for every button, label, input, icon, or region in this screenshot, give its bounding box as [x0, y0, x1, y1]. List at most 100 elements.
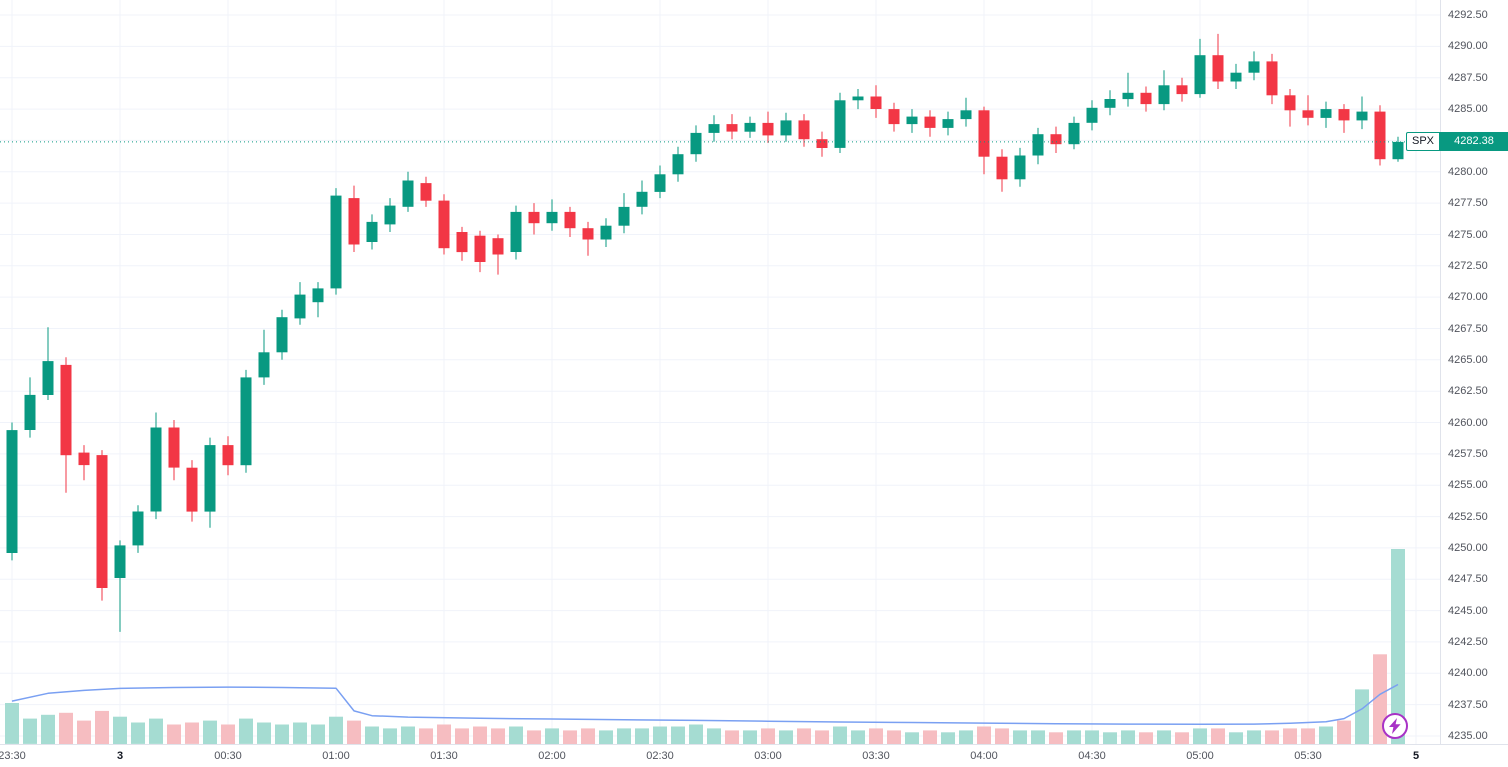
candle-body [1176, 85, 1188, 95]
volume-bar [473, 726, 487, 744]
volume-bar [1067, 730, 1081, 744]
candle-body [330, 195, 342, 289]
time-axis-label: 05:30 [1294, 750, 1322, 762]
candle-body [384, 205, 396, 225]
candle-body [474, 235, 486, 262]
last-price-value: 4282.38 [1440, 132, 1508, 152]
volume-bar [1337, 720, 1351, 744]
volume-bar [905, 732, 919, 744]
volume-bar [707, 728, 721, 744]
volume-bar [689, 724, 703, 744]
candle-body [834, 100, 846, 148]
symbol-label: SPX [1405, 132, 1440, 152]
volume-bar [887, 730, 901, 744]
price-axis-label: 4235.00 [1448, 730, 1488, 742]
candle-body [1104, 99, 1116, 108]
chart-canvas[interactable] [0, 0, 1440, 744]
candle-body [186, 467, 198, 512]
volume-bar [563, 730, 577, 744]
volume-bar [599, 730, 613, 744]
volume-bar [239, 718, 253, 744]
volume-bar [167, 724, 181, 744]
price-axis-label: 4285.00 [1448, 103, 1488, 116]
price-axis-label: 4242.50 [1448, 635, 1488, 648]
volume-bar [185, 722, 199, 744]
volume-bar [1211, 728, 1225, 744]
candle-body [78, 452, 90, 466]
candle-body [1230, 72, 1242, 82]
time-axis[interactable]: 23:30 3 00:30 01:00 01:30 02:00 02:30 03:00 03:3… [0, 744, 1508, 767]
time-axis-label: 01:00 [322, 750, 350, 762]
candle-body [402, 180, 414, 207]
volume-bar [491, 728, 505, 744]
price-axis[interactable]: 4292.504290.004287.504285.004282.504280.… [1440, 0, 1508, 744]
candle-body [978, 110, 990, 157]
volume-bar [923, 730, 937, 744]
volume-bar [581, 728, 595, 744]
volume-bar [527, 730, 541, 744]
time-axis-label: 03:00 [754, 750, 782, 762]
volume-bar [1031, 730, 1045, 744]
volume-bar [833, 726, 847, 744]
volume-bar [1391, 549, 1405, 744]
volume-bar [59, 712, 73, 744]
volume-bar [1013, 730, 1027, 744]
volume-bar [959, 730, 973, 744]
candle-body [546, 211, 558, 224]
volume-bar [635, 728, 649, 744]
volume-bar [977, 726, 991, 744]
time-axis-label: 02:30 [646, 750, 674, 762]
candle-body [1032, 134, 1044, 156]
candle-body [852, 96, 864, 101]
candle-body [1266, 61, 1278, 96]
volume-bar [437, 724, 451, 744]
candle-body [1122, 92, 1134, 100]
candle-body [438, 200, 450, 249]
volume-bar [293, 722, 307, 744]
price-axis-label: 4290.00 [1448, 40, 1488, 53]
candle-body [636, 191, 648, 207]
volume-bar [23, 718, 37, 744]
candle-body [1320, 109, 1332, 118]
volume-bar [311, 724, 325, 744]
volume-bar [995, 728, 1009, 744]
candle-body [1302, 110, 1314, 118]
candlestick-chart[interactable] [0, 0, 1440, 744]
candle-body [312, 288, 324, 303]
volume-bar [1049, 732, 1063, 744]
candle-body [960, 110, 972, 120]
candle-body [24, 394, 36, 430]
volume-bar [365, 726, 379, 744]
volume-bar [455, 728, 469, 744]
candle-body [528, 211, 540, 224]
price-axis-label: 4260.00 [1448, 416, 1488, 429]
price-axis-label: 4262.50 [1448, 385, 1488, 398]
price-axis-label: 4292.50 [1448, 9, 1488, 21]
candle-body [1158, 85, 1170, 105]
volume-bar [131, 722, 145, 744]
price-axis-label: 4267.50 [1448, 322, 1488, 335]
volume-bar [5, 703, 19, 744]
candle-body [690, 132, 702, 155]
candle-body [348, 198, 360, 245]
price-axis-label: 4277.50 [1448, 197, 1488, 210]
volume-bar [1085, 730, 1099, 744]
lightning-icon[interactable] [1382, 713, 1408, 739]
candle-body [1086, 107, 1098, 123]
time-axis-label: 23:30 [0, 750, 26, 762]
candle-body [366, 221, 378, 242]
candle-body [906, 116, 918, 125]
volume-bar [95, 710, 109, 744]
candle-body [1068, 122, 1080, 145]
candle-body [1284, 95, 1296, 111]
candle-body [708, 124, 720, 133]
last-price-tag: SPX 4282.38 [1405, 132, 1508, 152]
volume-bar [653, 726, 667, 744]
candle-body [564, 211, 576, 229]
volume-bar [545, 728, 559, 744]
time-axis-label: 03:30 [862, 750, 890, 762]
volume-bar [941, 732, 955, 744]
candle-body [888, 109, 900, 125]
volume-bar [221, 724, 235, 744]
time-axis-label: 04:30 [1078, 750, 1106, 762]
